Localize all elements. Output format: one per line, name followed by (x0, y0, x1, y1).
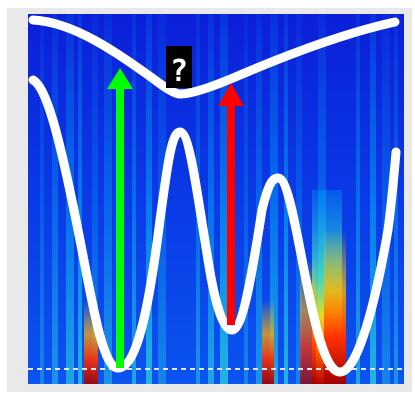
heatmap-streak (270, 14, 278, 384)
heatmap-streak (244, 14, 248, 384)
heatmap-streak (356, 14, 360, 384)
heatmap-streak (132, 14, 136, 384)
heatmap-streak (104, 14, 112, 384)
heatmap-streak (52, 14, 58, 384)
heatmap-streak (208, 14, 214, 384)
heatmap-streak (146, 14, 152, 384)
heatmap-streak (370, 14, 376, 384)
up-arrow-green (107, 68, 133, 368)
heatmap-streak (40, 14, 44, 384)
heatmap-streak (78, 14, 82, 384)
heatmap-streak (92, 14, 98, 384)
oscillating-curve (28, 75, 401, 377)
heatmap-streak (256, 14, 262, 384)
heatmap-streak (296, 14, 302, 384)
heatmap-streak (220, 14, 228, 384)
question-mark-text: ? (170, 54, 188, 89)
heatmap-streak (382, 14, 390, 384)
question-mark-label: ? (166, 46, 192, 89)
upper-envelope-curve (28, 15, 400, 99)
up-arrow-red (218, 83, 244, 325)
spectrogram-heatmap (28, 14, 404, 384)
